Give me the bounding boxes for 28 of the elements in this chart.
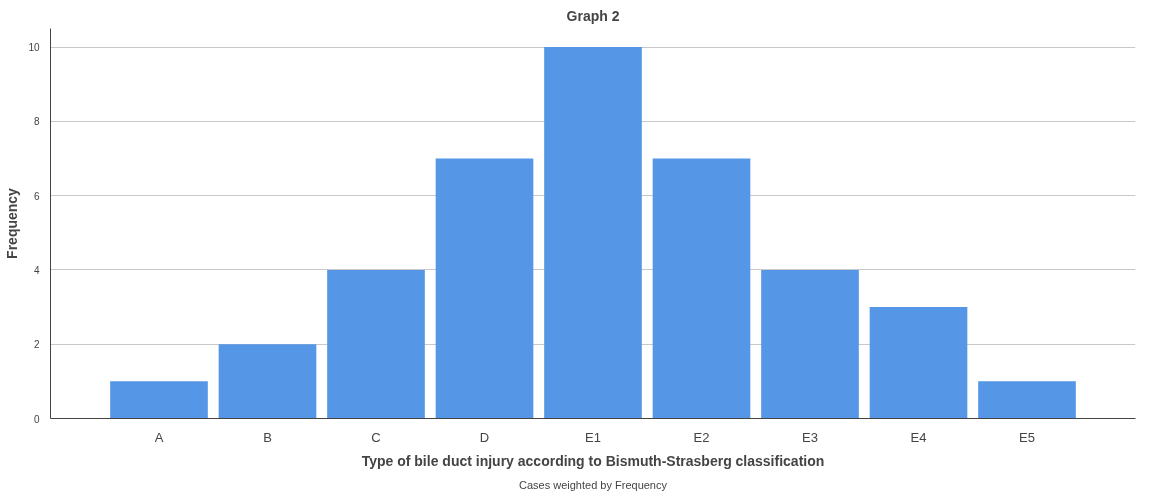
y-tick-label: 4	[33, 264, 40, 276]
x-tick-label: E3	[802, 429, 818, 445]
bar	[435, 158, 534, 419]
bar	[327, 269, 425, 419]
x-tick-label: D	[479, 429, 490, 445]
text: Cases weighted by Frequency	[519, 478, 668, 491]
x-tick-label: E4	[910, 429, 927, 445]
bar	[761, 269, 859, 419]
x-tick-label: E5	[1019, 429, 1035, 445]
y-tick-label: 10	[28, 42, 40, 54]
x-axis-title: Type of bile duct injury according to Bismuth-Strasberg classification	[361, 452, 825, 469]
bar	[110, 381, 208, 419]
x-tick-label: B	[263, 429, 272, 445]
x-tick-label: E1	[585, 429, 601, 445]
x-tick-label: A	[154, 429, 164, 445]
y-tick-label: 0	[33, 413, 40, 425]
chart-title: Graph 2	[566, 7, 620, 24]
bar	[978, 381, 1076, 419]
bar	[869, 307, 968, 419]
bar	[652, 158, 751, 419]
bar	[544, 47, 642, 419]
y-tick-label: 2	[33, 339, 40, 351]
x-tick-label: E2	[693, 429, 710, 445]
y-axis-title: Frequency	[4, 187, 21, 259]
x-tick-label: C	[371, 429, 381, 445]
bar	[218, 344, 317, 419]
y-tick-label: 8	[33, 116, 40, 128]
y-tick-label: 6	[33, 190, 40, 202]
